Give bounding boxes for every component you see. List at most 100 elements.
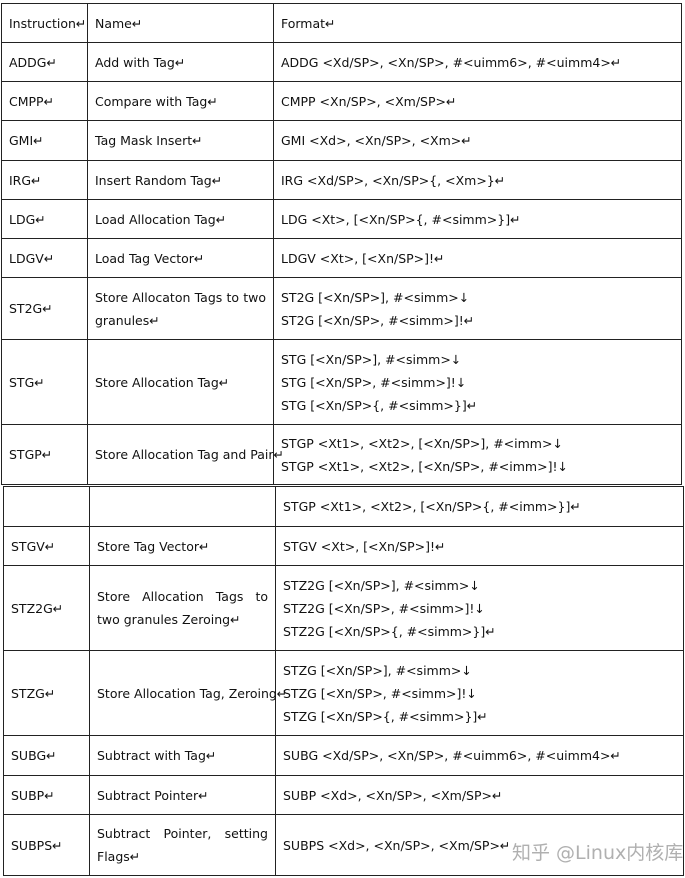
table-row: STZG↵ Store Allocation Tag, Zeroing↵ STZG … (3, 650, 684, 736)
format-line: STZG [<Xn/SP>], #<simm>↓ (283, 662, 472, 678)
format-line: STZ2G [<Xn/SP>{, #<simm>}]↵ (283, 623, 496, 639)
table-row: LDGV↵ Load Tag Vector↵ LDGV <Xt>, [<Xn/SP>… (1, 238, 682, 278)
table-row: SUBP↵ Subtract Pointer↵ SUBP <Xd>, <Xn/SP>… (3, 775, 684, 815)
name-cell: Store Allocaton Tags to two granules↵ (87, 277, 274, 340)
name-cell: Store Allocation Tag↵ (87, 339, 274, 425)
instruction-cell: LDG↵ (1, 199, 88, 239)
table-row: STG↵ Store Allocation Tag↵ STG [<Xn/SP>], … (1, 339, 682, 425)
format-line: ST2G [<Xn/SP>, #<simm>]!↵ (281, 312, 475, 328)
mte-instruction-table-part1: Instruction↵ Name↵ Format↵ ADDG↵ Add with… (1, 3, 682, 485)
name-line: Store Allocation Tag, Zeroing↵ (97, 685, 288, 701)
table-row: ST2G↵ Store Allocaton Tags to two granules… (1, 277, 682, 340)
instruction-cell: SUBP↵ (3, 775, 90, 815)
watermark: 知乎 @Linux内核库 (512, 842, 684, 864)
format-line: LDG <Xt>, [<Xn/SP>{, #<simm>}]↵ (281, 211, 521, 227)
name-line: Flags↵ (97, 849, 141, 864)
table-row: STGV↵ Store Tag Vector↵ STGV <Xt>, [<Xn/SP… (3, 526, 684, 566)
mte-instruction-table-part2: STGP <Xt1>, <Xt2>, [<Xn/SP>{, #<imm>}]↵ S… (3, 486, 684, 876)
format-line: SUBPS <Xd>, <Xn/SP>, <Xm/SP>↵ (283, 837, 511, 853)
instruction-cell: IRG↵ (1, 160, 88, 200)
format-cell: SUBG <Xd/SP>, <Xn/SP>, #<uimm6>, #<uimm4… (275, 735, 684, 776)
table-row: STGP↵ Store Allocation Tag and Pair↵ STGP … (1, 424, 682, 485)
format-cell: ADDG <Xd/SP>, <Xn/SP>, #<uimm6>, #<uimm4… (273, 42, 682, 82)
format-line: STZ2G [<Xn/SP>], #<simm>↓ (283, 577, 480, 593)
name-cell: Store Allocation Tags to two granules Zer… (89, 565, 276, 651)
format-cell: STZG [<Xn/SP>], #<simm>↓ STZG [<Xn/SP>, #… (275, 650, 684, 736)
instruction-cell (3, 486, 90, 527)
format-line: STGP <Xt1>, <Xt2>, [<Xn/SP>{, #<imm>}]↵ (283, 499, 581, 514)
name-line: two granules Zeroing↵ (97, 612, 241, 627)
header-name: Name↵ (87, 3, 274, 43)
table-row: SUBG↵ Subtract with Tag↵ SUBG <Xd/SP>, <Xn… (3, 735, 684, 776)
header-row: Instruction↵ Name↵ Format↵ (1, 3, 682, 43)
instruction-cell: SUBPS↵ (3, 814, 90, 876)
format-line: ADDG <Xd/SP>, <Xn/SP>, #<uimm6>, #<uimm4… (281, 54, 622, 70)
name-line: Subtract with Tag↵ (97, 748, 217, 763)
format-cell: IRG <Xd/SP>, <Xn/SP>{, <Xm>}↵ (273, 160, 682, 200)
instruction-cell: STZ2G↵ (3, 565, 90, 651)
table-row: SUBPS↵ Subtract Pointer, setting Flags↵ SUB… (3, 814, 684, 876)
format-line: STGP <Xt1>, <Xt2>, [<Xn/SP>, #<imm>]!↓ (281, 458, 568, 474)
instruction-cell: STGP↵ (1, 424, 88, 485)
instruction-cell: SUBG↵ (3, 735, 90, 776)
name-cell: Subtract Pointer↵ (89, 775, 276, 815)
format-cell: CMPP <Xn/SP>, <Xm/SP>↵ (273, 81, 682, 121)
format-line: IRG <Xd/SP>, <Xn/SP>{, <Xm>}↵ (281, 172, 506, 188)
format-cell: STGP <Xt1>, <Xt2>, [<Xn/SP>], #<imm>↓ STG… (273, 424, 682, 485)
format-cell: STZ2G [<Xn/SP>], #<simm>↓ STZ2G [<Xn/SP>,… (275, 565, 684, 651)
name-line: Store Allocation Tag↵ (95, 374, 230, 390)
format-line: STZG [<Xn/SP>{, #<simm>}]↵ (283, 708, 488, 724)
format-cell: STG [<Xn/SP>], #<simm>↓ STG [<Xn/SP>, #<s… (273, 339, 682, 425)
name-cell: Add with Tag↵ (87, 42, 274, 82)
name-line: Store Allocation Tags to (97, 589, 268, 604)
name-cell: Store Tag Vector↵ (89, 526, 276, 566)
format-cell: SUBPS <Xd>, <Xn/SP>, <Xm/SP>↵ (275, 814, 684, 876)
header-format: Format↵ (273, 3, 682, 43)
name-cell: Insert Random Tag↵ (87, 160, 274, 200)
table-row: STGP <Xt1>, <Xt2>, [<Xn/SP>{, #<imm>}]↵ (3, 486, 684, 527)
name-line: Load Tag Vector↵ (95, 250, 205, 266)
instruction-cell: LDGV↵ (1, 238, 88, 278)
format-line: LDGV <Xt>, [<Xn/SP>]!↵ (281, 250, 445, 266)
format-line: STG [<Xn/SP>{, #<simm>}]↵ (281, 397, 478, 413)
header-instruction: Instruction↵ (1, 3, 88, 43)
table-row: IRG↵ Insert Random Tag↵ IRG <Xd/SP>, <Xn/S… (1, 160, 682, 200)
name-cell: Tag Mask Insert↵ (87, 120, 274, 161)
format-line: STG [<Xn/SP>, #<simm>]!↓ (281, 374, 467, 390)
format-cell: STGV <Xt>, [<Xn/SP>]!↵ (275, 526, 684, 566)
name-line: Store Allocation Tag and Pair↵ (95, 447, 284, 462)
format-cell: ST2G [<Xn/SP>], #<simm>↓ ST2G [<Xn/SP>, #… (273, 277, 682, 340)
name-line: Store Tag Vector↵ (97, 538, 210, 554)
name-line: granules↵ (95, 312, 160, 328)
format-line: CMPP <Xn/SP>, <Xm/SP>↵ (281, 93, 457, 109)
format-cell: GMI <Xd>, <Xn/SP>, <Xm>↵ (273, 120, 682, 161)
name-cell: Load Allocation Tag↵ (87, 199, 274, 239)
format-line: STGV <Xt>, [<Xn/SP>]!↵ (283, 538, 446, 554)
format-line: SUBP <Xd>, <Xn/SP>, <Xm/SP>↵ (283, 787, 503, 803)
instruction-cell: CMPP↵ (1, 81, 88, 121)
name-line: Add with Tag↵ (95, 54, 186, 70)
format-cell: STGP <Xt1>, <Xt2>, [<Xn/SP>{, #<imm>}]↵ (275, 486, 684, 527)
format-line: STZ2G [<Xn/SP>, #<simm>]!↓ (283, 600, 485, 616)
format-cell: LDGV <Xt>, [<Xn/SP>]!↵ (273, 238, 682, 278)
table-row: LDG↵ Load Allocation Tag↵ LDG <Xt>, [<Xn/S… (1, 199, 682, 239)
name-line: Tag Mask Insert↵ (95, 133, 203, 148)
format-line: STGP <Xt1>, <Xt2>, [<Xn/SP>], #<imm>↓ (281, 435, 563, 451)
format-line: STZG [<Xn/SP>, #<simm>]!↓ (283, 685, 477, 701)
instruction-cell: STGV↵ (3, 526, 90, 566)
instruction-cell: STG↵ (1, 339, 88, 425)
format-cell: LDG <Xt>, [<Xn/SP>{, #<simm>}]↵ (273, 199, 682, 239)
instruction-cell: STZG↵ (3, 650, 90, 736)
name-line: Insert Random Tag↵ (95, 172, 223, 188)
table-row: STZ2G↵ Store Allocation Tags to two granul… (3, 565, 684, 651)
table-row: CMPP↵ Compare with Tag↵ CMPP <Xn/SP>, <Xm/… (1, 81, 682, 121)
name-line: Compare with Tag↵ (95, 93, 218, 109)
name-cell: Compare with Tag↵ (87, 81, 274, 121)
format-line: SUBG <Xd/SP>, <Xn/SP>, #<uimm6>, #<uimm4… (283, 748, 621, 763)
format-line: STG [<Xn/SP>], #<simm>↓ (281, 351, 462, 367)
name-cell: Load Tag Vector↵ (87, 238, 274, 278)
instruction-cell: GMI↵ (1, 120, 88, 161)
name-line: Subtract Pointer↵ (97, 787, 209, 803)
name-cell: Store Allocation Tag and Pair↵ (87, 424, 284, 485)
name-cell (89, 486, 276, 527)
